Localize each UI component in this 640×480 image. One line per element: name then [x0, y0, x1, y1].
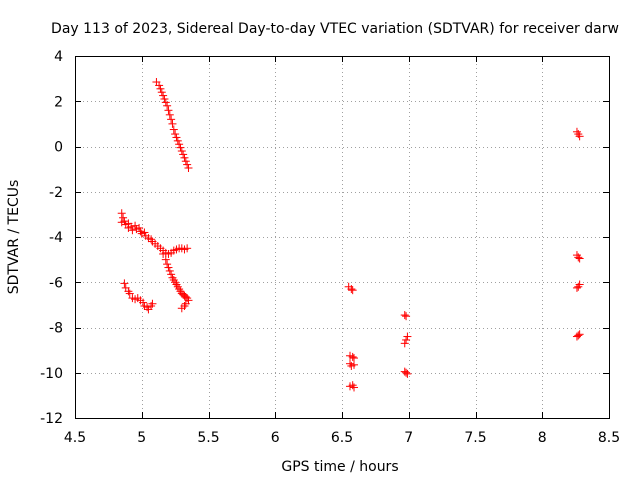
data-point [161, 98, 170, 107]
data-point [119, 213, 128, 222]
y-tick-label: -6 [49, 275, 63, 291]
y-tick-label: 2 [54, 94, 63, 110]
data-point [157, 88, 166, 97]
data-point [175, 140, 184, 149]
data-point [169, 125, 178, 134]
data-point [183, 160, 192, 169]
data-point [180, 153, 189, 162]
y-axis-label: SDTVAR / TECUs [6, 180, 22, 295]
data-point [168, 119, 177, 128]
data-point [348, 352, 357, 361]
data-point [181, 157, 190, 166]
data-point [350, 360, 359, 369]
data-point [128, 226, 137, 235]
x-tick-label: 7 [404, 430, 413, 446]
data-point [402, 368, 411, 377]
data-point [575, 254, 584, 263]
data-point [173, 136, 182, 145]
x-tick-label: 8 [538, 430, 547, 446]
x-tick-label: 5 [137, 430, 146, 446]
data-point [140, 228, 149, 237]
y-tick-label: -8 [49, 321, 63, 337]
data-point [184, 163, 193, 172]
data-point [120, 217, 129, 226]
data-point [127, 222, 136, 231]
data-point [179, 150, 188, 159]
data-point [575, 132, 584, 141]
plot-border [75, 56, 610, 419]
data-point [574, 253, 583, 262]
data-point [165, 110, 174, 119]
data-point [156, 84, 165, 93]
data-point [172, 133, 181, 142]
data-point [164, 263, 173, 272]
data-point [163, 260, 172, 269]
y-tick-label: -4 [49, 230, 63, 246]
y-tick-label: -2 [49, 185, 63, 201]
data-point [574, 331, 583, 340]
data-point [402, 335, 411, 344]
data-point [347, 285, 356, 294]
data-point [177, 147, 186, 156]
x-axis-label: GPS time / hours [281, 459, 398, 475]
data-point [403, 369, 412, 378]
data-point [165, 266, 174, 275]
x-tick-label: 7.5 [464, 430, 486, 446]
data-point [155, 81, 164, 90]
y-tick-labels: -12 -10 -8 -6 -4 -2 0 2 4 [40, 49, 63, 427]
data-point [161, 255, 170, 264]
x-tick-label: 5.5 [197, 430, 219, 446]
data-point [171, 130, 180, 139]
data-point [135, 223, 144, 232]
y-tick-label: 4 [54, 49, 63, 65]
data-point [575, 280, 584, 289]
data-point [131, 221, 140, 230]
data-point [350, 354, 359, 363]
x-tick-label: 4.5 [64, 430, 86, 446]
data-point [120, 279, 129, 288]
data-point [163, 101, 172, 110]
data-points [117, 78, 584, 392]
data-point [164, 106, 173, 115]
data-point [167, 115, 176, 124]
data-point [177, 304, 186, 313]
y-tick-label: -12 [40, 411, 63, 427]
data-point [183, 244, 192, 253]
axes [75, 56, 610, 419]
data-point [403, 332, 412, 341]
data-point [159, 249, 168, 258]
data-point [139, 298, 148, 307]
x-tick-labels: 4.5 5 5.5 6 6.5 7 7.5 8 8.5 [64, 430, 620, 446]
y-tick-label: 0 [54, 140, 63, 156]
data-point [400, 339, 409, 348]
data-point [400, 311, 409, 320]
data-point [176, 143, 185, 152]
x-tick-label: 6 [271, 430, 280, 446]
y-tick-label: -10 [40, 366, 63, 382]
data-point [148, 299, 157, 308]
data-point [159, 91, 168, 100]
data-point [125, 289, 134, 298]
data-point [402, 312, 411, 321]
data-point [160, 94, 169, 103]
data-point [117, 209, 126, 218]
x-tick-label: 6.5 [331, 430, 353, 446]
chart-title: Day 113 of 2023, Sidereal Day-to-day VTE… [51, 21, 619, 37]
data-point [350, 383, 359, 392]
data-point [348, 286, 357, 295]
data-point [575, 330, 584, 339]
data-point [167, 270, 176, 279]
x-tick-label: 8.5 [598, 430, 620, 446]
